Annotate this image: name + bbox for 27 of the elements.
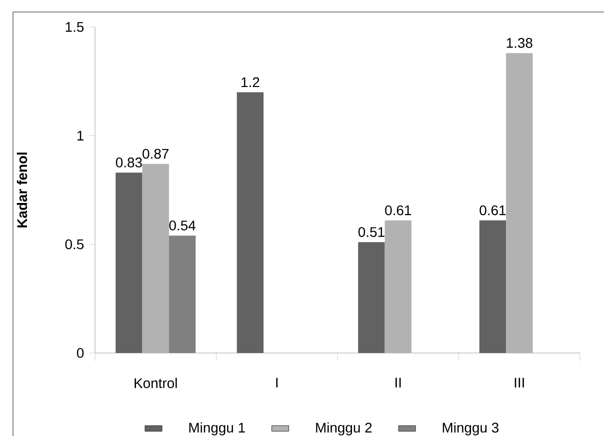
legend-label: Minggu 2 (316, 422, 372, 436)
bar (236, 92, 264, 353)
legend-label: Minggu 1 (189, 422, 245, 436)
y-tick-label: 1.5 (66, 22, 84, 32)
x-tick-label: III (514, 378, 524, 388)
bar (116, 172, 142, 353)
data-label: 0.54 (169, 220, 196, 230)
bar (142, 164, 169, 353)
bar (506, 53, 533, 353)
data-label: 0.87 (142, 148, 169, 159)
bar (358, 242, 385, 353)
y-tick-label: 1 (77, 130, 84, 140)
data-label: 1.38 (506, 38, 532, 48)
legend-label: Minggu 3 (442, 422, 498, 436)
y-tick-label: 0.5 (65, 239, 84, 250)
bar (479, 220, 506, 353)
x-tick-label: Kontrol (134, 378, 177, 388)
y-tick-label: 0 (76, 348, 84, 358)
x-tick-label: I (276, 378, 278, 388)
data-label: 0.61 (480, 205, 506, 216)
y-axis-title: Kadar fenol (16, 152, 28, 228)
data-label: 0.61 (385, 205, 412, 216)
data-label: 0.51 (358, 227, 384, 237)
bar (384, 220, 412, 353)
data-label: 0.83 (116, 158, 142, 168)
x-tick-label: II (396, 378, 401, 388)
data-label: 1.2 (242, 77, 260, 87)
